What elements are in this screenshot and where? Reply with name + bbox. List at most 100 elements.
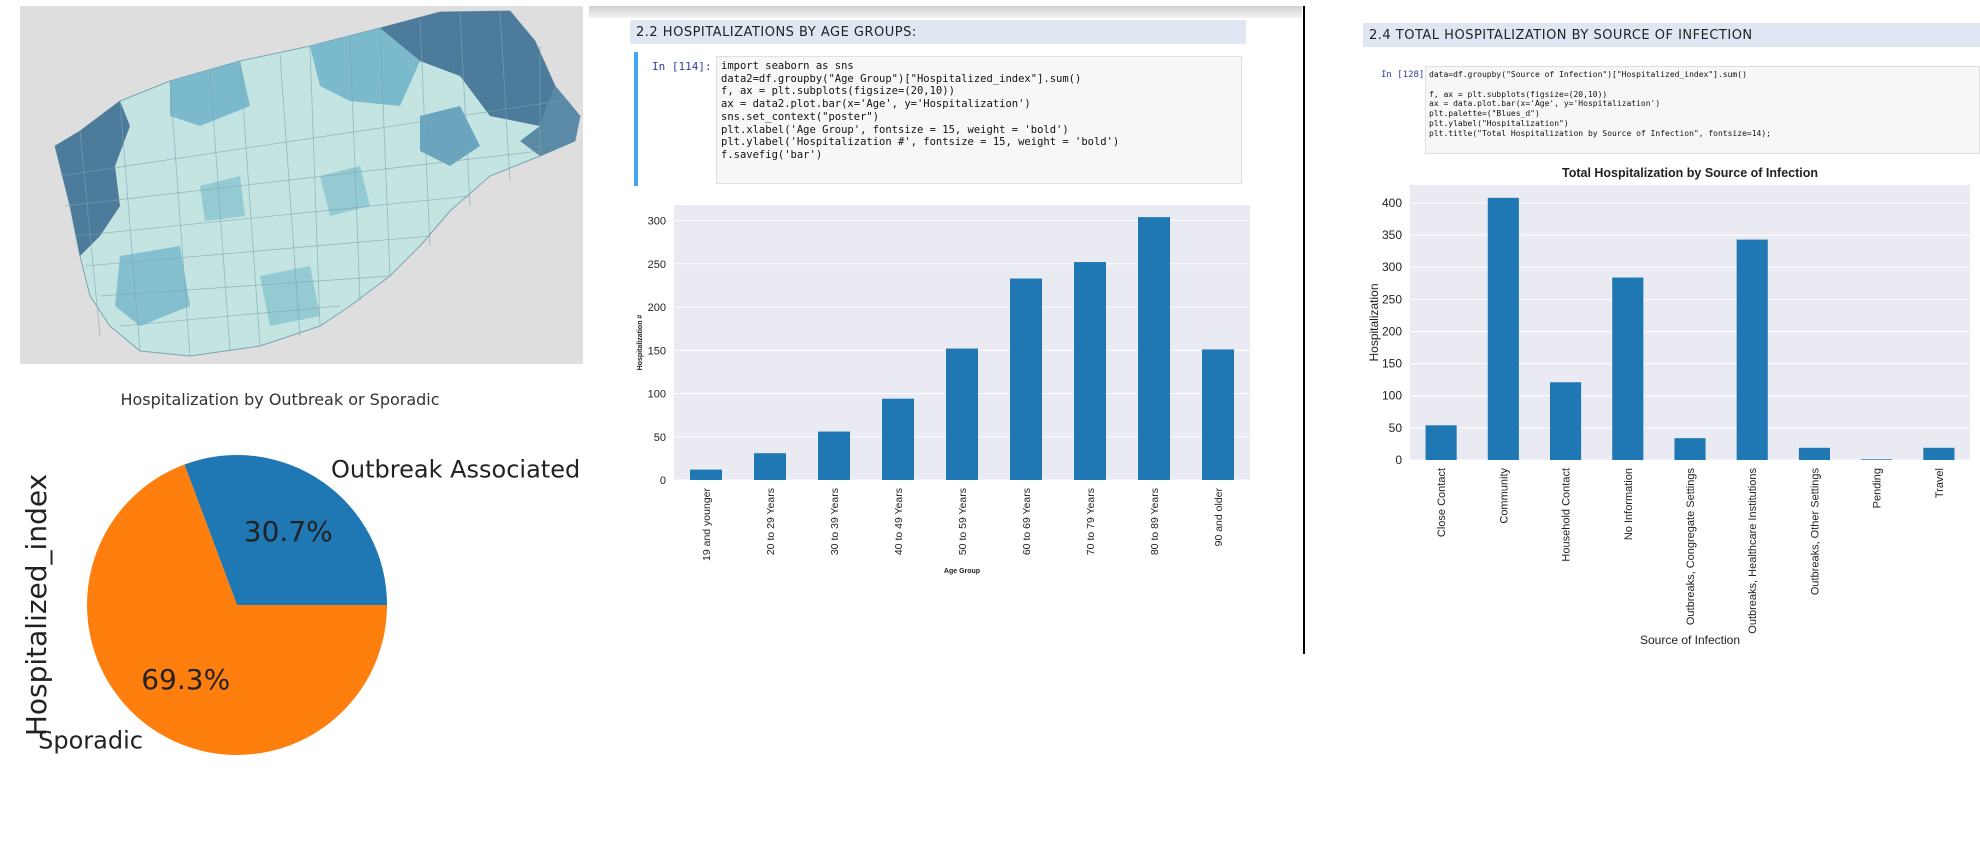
x-tick-label: 20 to 29 Years: [765, 488, 777, 555]
code-cell-source[interactable]: data=df.groupby("Source of Infection")["…: [1425, 66, 1980, 154]
bar: [1612, 277, 1644, 460]
y-tick-label: 0: [660, 475, 666, 487]
cell-prompt-source: In [128]:: [1381, 70, 1430, 80]
code-line: data2=df.groupby("Age Group")["Hospitali…: [721, 72, 1082, 85]
y-tick-label: 100: [648, 389, 666, 401]
bar: [1202, 349, 1234, 480]
map-region-mid: [170, 61, 250, 126]
pie-chart-title: Hospitalization by Outbreak or Sporadic: [120, 390, 440, 409]
bar: [1861, 459, 1893, 460]
y-tick-label: 200: [648, 302, 666, 314]
map-border-line: [99, 275, 391, 297]
x-axis-label: Age Group: [944, 568, 980, 575]
bar: [882, 398, 914, 480]
pie-ylabel: Hospitalized_index: [20, 474, 53, 736]
code-line: ax = data.plot.bar(x='Age', y='Hospitali…: [1429, 99, 1661, 109]
map-border-line: [379, 27, 391, 277]
map-region-mid: [310, 28, 420, 106]
x-axis-label: Source of Infection: [1640, 633, 1740, 647]
panel-divider: [1303, 6, 1305, 654]
pie-slice: [87, 464, 387, 755]
code-line: data=df.groupby("Source of Infection")["…: [1429, 70, 1747, 79]
y-axis-label: Hospitalization: [1367, 283, 1381, 361]
map-region-mid: [420, 106, 480, 166]
code-line: sns.set_context("poster"): [721, 110, 880, 123]
pie-chart: 30.7% Outbreak Associated 69.3% SporadicHos…: [20, 455, 580, 755]
map-border-line: [239, 60, 261, 347]
x-tick-label: 60 to 69 Years: [1021, 488, 1033, 555]
map-region-mid: [115, 246, 190, 326]
pie-category-label: Sporadic: [38, 727, 143, 755]
map-border-line: [499, 10, 511, 182]
bar: [754, 453, 786, 480]
y-tick-label: 350: [1382, 228, 1402, 242]
bar: [1736, 239, 1768, 460]
bar: [1487, 197, 1519, 460]
y-tick-label: 300: [1382, 260, 1402, 274]
map-border-line: [279, 53, 301, 337]
bar: [1674, 438, 1706, 460]
map-border-line: [349, 35, 361, 302]
code-line: f, ax = plt.subplots(figsize=(20,10)): [721, 85, 955, 98]
x-tick-label: Household Contact: [1561, 468, 1573, 562]
code-line: plt.ylabel('Hospitalization #', fontsize…: [721, 136, 1120, 149]
x-tick-label: Outbreaks, Healthcare Institutions: [1747, 468, 1759, 634]
code-line: ax = data2.plot.bar(x='Age', y='Hospital…: [721, 98, 1031, 111]
pie-category-label: Outbreak Associated: [331, 455, 580, 483]
neighbourhood-borders: [59, 10, 561, 357]
x-tick-label: 90 and older: [1213, 488, 1225, 547]
bar: [1425, 425, 1457, 460]
x-tick-label: 30 to 39 Years: [829, 488, 841, 555]
pie-percent-label: 30.7%: [244, 515, 333, 548]
x-tick-label: Close Contact: [1436, 468, 1448, 537]
map-border-line: [64, 150, 541, 207]
x-tick-label: 50 to 59 Years: [957, 488, 969, 555]
code-cell-age[interactable]: import seaborn as sns data2=df.groupby("A…: [716, 56, 1242, 184]
y-tick-label: 0: [1395, 453, 1402, 467]
code-line: plt.title("Total Hospitalization by Sour…: [1429, 128, 1771, 138]
map-border-line: [309, 45, 321, 327]
chart-title: Total Hospitalization by Source of Infec…: [1562, 166, 1818, 180]
map-region-mid: [200, 176, 245, 221]
bar: [818, 431, 850, 480]
pie-percent-label: 69.3%: [141, 663, 230, 696]
x-tick-label: 70 to 79 Years: [1085, 488, 1097, 555]
x-tick-label: Pending: [1872, 468, 1884, 508]
x-tick-label: 19 and younger: [701, 488, 713, 561]
map-border-line: [119, 305, 341, 327]
bar: [1010, 278, 1042, 480]
top-shadow-strip: [589, 6, 1302, 18]
code-line: import seaborn as sns: [721, 60, 854, 72]
map-border-line: [84, 235, 431, 267]
y-tick-label: 150: [1382, 357, 1402, 371]
map-region-mid: [320, 166, 370, 216]
map-border-line: [74, 195, 471, 237]
map-border-line: [459, 11, 471, 207]
y-axis-label: Hospitalization #: [637, 315, 644, 371]
y-tick-label: 100: [1382, 389, 1402, 403]
bar: [1923, 447, 1955, 460]
cell-prompt-age: In [114]:: [652, 60, 712, 73]
x-tick-label: 80 to 89 Years: [1149, 488, 1161, 555]
x-tick-label: Travel: [1934, 468, 1946, 498]
cell-selected-bar: [634, 52, 638, 186]
map-border-line: [209, 70, 231, 352]
map-border-line: [79, 130, 101, 337]
code-line: f, ax = plt.subplots(figsize=(20,10)): [1429, 89, 1608, 99]
section-header-age: 2.2 HOSPITALIZATIONS BY AGE GROUPS:: [630, 20, 1246, 44]
source-infection-bar-chart: 0 50 100 150 200 250 300 350 400 Close Contact Com…: [1367, 166, 1970, 647]
map-region-dark: [520, 86, 580, 156]
bar: [690, 469, 722, 480]
bar: [1550, 382, 1582, 460]
map-border-line: [169, 80, 191, 357]
map-border-line: [59, 100, 561, 177]
y-tick-label: 300: [648, 216, 666, 228]
choropleth-map: [20, 6, 583, 364]
y-tick-label: 250: [648, 259, 666, 271]
map-border-line: [119, 100, 141, 352]
y-tick-label: 150: [648, 345, 666, 357]
bar: [1074, 262, 1106, 480]
age-group-bar-chart: 0 50 100 150 200 250 300 19 and younger 20 to 29…: [637, 205, 1250, 575]
map-region-dark: [55, 101, 130, 256]
code-line: plt.ylabel("Hospitalization"): [1429, 118, 1569, 128]
